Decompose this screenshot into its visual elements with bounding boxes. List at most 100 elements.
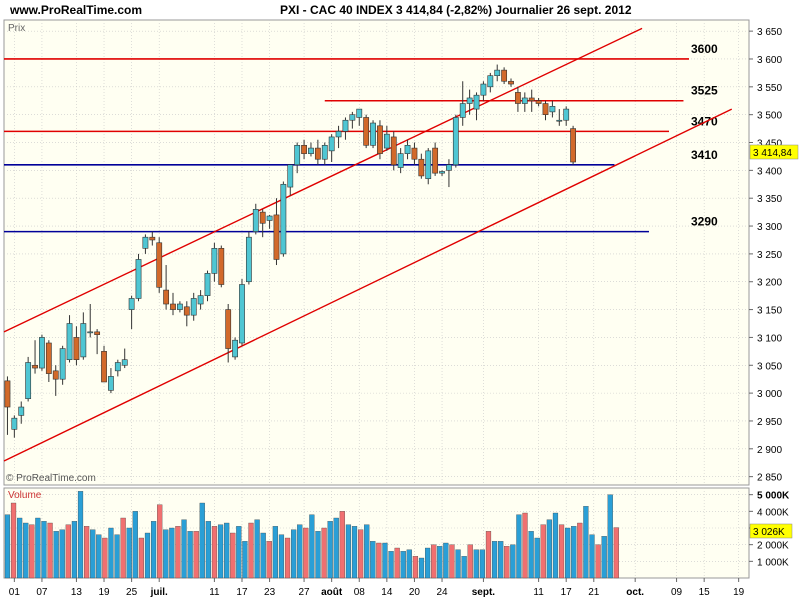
date-tick-label: 13 xyxy=(71,587,83,598)
price-tick-label: 3 550 xyxy=(757,83,782,94)
volume-bar xyxy=(394,547,400,579)
candle xyxy=(404,139,411,160)
price-tick-label: 2 900 xyxy=(757,445,782,456)
trendline-2 xyxy=(3,108,733,462)
candle-body xyxy=(108,376,114,391)
volume-tick-label: 4 000K xyxy=(757,507,789,518)
price-tick-label: 3 400 xyxy=(757,166,782,177)
candle xyxy=(101,345,107,383)
volume-bar xyxy=(150,521,157,579)
candles xyxy=(4,64,576,438)
price-tick-label: 3 600 xyxy=(757,55,782,66)
date-tick-label: 17 xyxy=(561,587,573,598)
candle-body xyxy=(411,147,418,160)
volume-bar xyxy=(485,531,492,579)
date-tick-label: 21 xyxy=(588,587,600,598)
candle-body xyxy=(301,144,307,154)
date-tick-label: 11 xyxy=(533,587,544,598)
date-tick-label: 24 xyxy=(436,587,448,598)
candle-body xyxy=(11,417,18,430)
volume-bar xyxy=(17,517,23,579)
price-tick-label: 3 050 xyxy=(757,361,782,372)
candle-body xyxy=(328,136,335,152)
candle xyxy=(349,111,356,129)
volume-bar xyxy=(90,529,96,579)
volume-bar xyxy=(272,526,278,579)
candle xyxy=(515,86,521,112)
candle xyxy=(190,292,197,321)
volume-bar xyxy=(382,542,388,579)
candle xyxy=(383,125,390,151)
volume-bar xyxy=(376,542,382,579)
candle-body xyxy=(114,362,121,372)
candle-body xyxy=(335,131,342,138)
volume-bar xyxy=(333,517,339,579)
candle-body xyxy=(225,309,232,349)
candle-body xyxy=(480,83,487,96)
candle-body xyxy=(349,114,356,121)
candle-body xyxy=(197,295,204,305)
candle xyxy=(563,106,570,126)
volume-bar xyxy=(205,521,211,579)
candle-body xyxy=(4,380,11,408)
volume-bar xyxy=(418,557,425,579)
volume-bar xyxy=(169,527,175,579)
volume-bar xyxy=(400,551,406,579)
candle xyxy=(287,164,294,196)
candle-body xyxy=(466,97,473,104)
volume-bar xyxy=(47,522,53,579)
volume-bar xyxy=(455,549,461,579)
volume-bar xyxy=(510,544,516,579)
candle xyxy=(439,170,445,176)
volume-bar xyxy=(108,527,114,579)
candle xyxy=(232,337,238,360)
candle xyxy=(73,326,80,366)
candle-body xyxy=(170,303,176,310)
candle xyxy=(87,304,94,338)
candle xyxy=(397,148,404,174)
candle xyxy=(335,125,342,149)
candle-body xyxy=(501,69,508,82)
candle-body xyxy=(404,144,411,154)
candle-body xyxy=(452,117,459,166)
volume-bar xyxy=(71,521,78,579)
candle-body xyxy=(446,164,452,171)
candle xyxy=(342,117,349,140)
price-tick-label: 2 950 xyxy=(757,417,782,428)
volume-bar xyxy=(327,521,333,579)
candle xyxy=(94,329,101,355)
candle xyxy=(45,340,52,382)
candle xyxy=(156,237,163,293)
volume-bar xyxy=(516,514,522,579)
volume-bar xyxy=(443,542,449,579)
candle xyxy=(135,253,142,302)
volume-bar xyxy=(601,536,607,579)
current-volume-tag: 3 026K xyxy=(749,523,793,539)
candle xyxy=(170,292,176,316)
volume-bar xyxy=(102,537,108,579)
volume-bar xyxy=(211,526,218,579)
candle xyxy=(18,401,25,424)
candle-body xyxy=(32,364,38,369)
candle-body xyxy=(59,348,66,380)
candle xyxy=(142,234,149,254)
candle-body xyxy=(273,214,280,260)
candle xyxy=(273,198,280,266)
candle xyxy=(308,142,314,157)
candle xyxy=(59,345,66,385)
date-tick-label: 27 xyxy=(299,587,311,598)
candle xyxy=(294,142,301,174)
candle-body xyxy=(487,75,494,88)
date-axis: 01 07 13 19 25 juil. 11 17 23 27 août 08 14 20 24 sept.… xyxy=(9,578,745,598)
volume-bar xyxy=(437,546,443,579)
date-tick-label: 08 xyxy=(354,587,366,598)
candle-body xyxy=(45,342,52,374)
volume-bar xyxy=(291,529,297,579)
candle xyxy=(211,242,218,282)
candle-body xyxy=(556,119,563,122)
candle-body xyxy=(80,323,87,358)
volume-bar xyxy=(53,531,59,579)
candle-body xyxy=(363,117,370,146)
volume-bar xyxy=(4,514,11,579)
volume-bar xyxy=(473,549,479,579)
